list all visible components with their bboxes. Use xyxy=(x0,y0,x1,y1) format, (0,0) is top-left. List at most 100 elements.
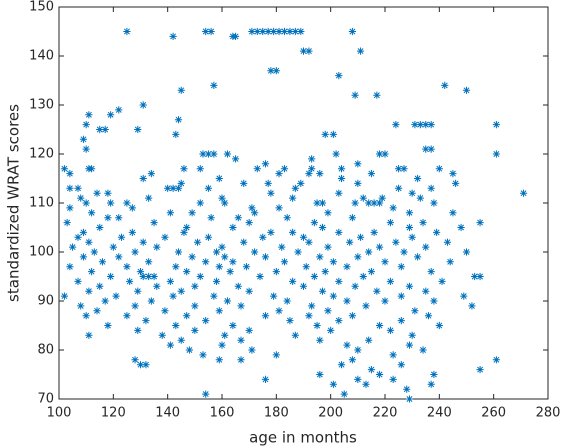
point xyxy=(261,375,270,383)
point xyxy=(223,297,232,305)
point xyxy=(82,312,90,320)
point xyxy=(204,184,213,192)
point xyxy=(215,263,223,271)
point xyxy=(492,356,500,364)
point xyxy=(370,199,378,207)
point xyxy=(460,292,468,300)
point xyxy=(343,297,351,305)
point xyxy=(286,27,294,36)
point xyxy=(134,287,142,295)
point xyxy=(441,81,449,89)
point xyxy=(180,228,188,236)
point xyxy=(289,228,297,236)
point xyxy=(191,282,199,290)
point xyxy=(400,165,408,173)
point xyxy=(139,174,147,183)
point xyxy=(66,184,74,192)
point xyxy=(275,307,283,315)
point xyxy=(60,292,69,300)
point xyxy=(226,268,234,276)
point xyxy=(519,189,528,197)
point xyxy=(185,346,193,354)
point xyxy=(174,184,183,192)
point xyxy=(337,174,346,183)
point xyxy=(291,331,299,339)
point xyxy=(476,366,484,374)
point xyxy=(221,199,229,207)
point xyxy=(375,321,384,330)
point xyxy=(305,170,313,178)
point xyxy=(131,356,139,364)
point xyxy=(134,125,142,134)
point xyxy=(172,263,180,271)
point xyxy=(297,27,305,36)
point xyxy=(191,326,199,334)
point xyxy=(218,341,226,349)
point xyxy=(405,282,414,290)
point xyxy=(196,199,204,207)
point xyxy=(313,199,321,207)
point xyxy=(446,258,454,266)
point xyxy=(335,228,343,236)
point xyxy=(88,209,96,217)
point xyxy=(362,380,370,388)
point xyxy=(343,263,351,271)
point xyxy=(123,199,131,207)
point xyxy=(109,243,117,251)
point xyxy=(324,243,332,251)
point xyxy=(177,287,185,295)
point xyxy=(367,170,376,178)
point xyxy=(356,233,365,241)
point xyxy=(153,282,161,290)
point xyxy=(359,272,367,281)
point xyxy=(389,204,397,212)
point xyxy=(229,258,237,266)
point xyxy=(435,321,443,330)
point xyxy=(419,346,427,354)
y-tick-label: 140 xyxy=(29,49,54,64)
point xyxy=(240,179,248,187)
point xyxy=(275,27,283,36)
point xyxy=(101,125,109,134)
point xyxy=(416,194,424,202)
point xyxy=(251,248,259,256)
point xyxy=(381,297,389,305)
point xyxy=(180,165,188,173)
point xyxy=(346,238,354,246)
point xyxy=(386,326,395,334)
point xyxy=(177,336,185,344)
point xyxy=(318,287,327,295)
point xyxy=(329,380,337,388)
point xyxy=(218,194,226,202)
point xyxy=(204,233,213,241)
point xyxy=(397,292,405,300)
point xyxy=(74,277,82,285)
point xyxy=(177,86,185,94)
point xyxy=(142,317,150,325)
point xyxy=(177,179,185,187)
point xyxy=(221,331,229,339)
x-tick-label: 160 xyxy=(210,406,235,421)
point xyxy=(275,204,283,212)
point xyxy=(183,223,191,232)
point xyxy=(318,199,327,207)
point xyxy=(123,263,131,271)
x-tick-label: 120 xyxy=(101,406,126,421)
point xyxy=(259,233,267,241)
point xyxy=(414,253,422,261)
point xyxy=(172,321,180,330)
plot-box xyxy=(58,6,549,400)
point xyxy=(174,116,183,124)
point xyxy=(427,268,435,276)
point xyxy=(193,238,202,246)
point xyxy=(289,277,297,285)
point xyxy=(324,307,332,315)
point xyxy=(373,91,381,99)
point xyxy=(88,165,96,173)
point xyxy=(215,356,223,364)
point xyxy=(96,125,104,134)
point xyxy=(259,27,267,36)
point xyxy=(261,253,270,261)
point xyxy=(147,297,155,305)
